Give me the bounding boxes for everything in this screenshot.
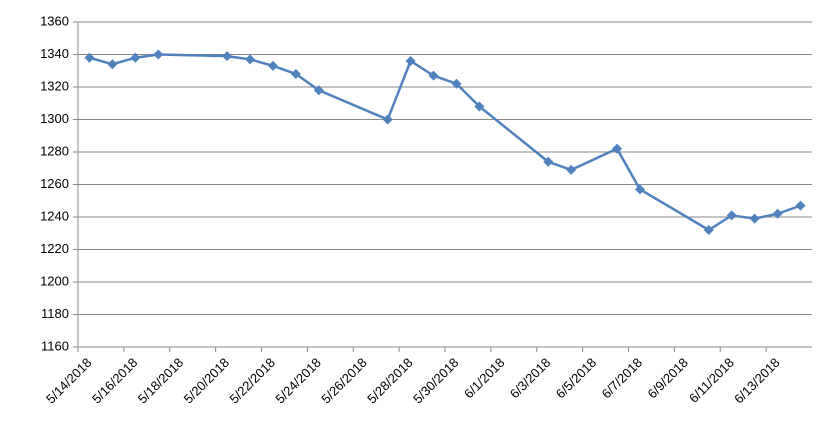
- x-tick-label: 5/20/2018: [181, 355, 233, 407]
- marker: [543, 156, 554, 167]
- marker: [772, 208, 783, 219]
- series-line: [89, 53, 801, 232]
- marker: [749, 213, 760, 224]
- y-tick-label: 1240: [40, 208, 69, 223]
- x-tick-label: 5/26/2018: [318, 355, 370, 407]
- y-tick-label: 1220: [40, 241, 69, 256]
- marker: [313, 85, 324, 96]
- y-tick-label: 1260: [40, 176, 69, 191]
- x-tick-label: 6/11/2018: [686, 355, 737, 406]
- x-tick-label: 6/1/2018: [461, 355, 507, 401]
- y-tick-label: 1280: [40, 143, 69, 158]
- marker: [222, 51, 233, 62]
- marker: [267, 60, 278, 71]
- x-tick-label: 5/18/2018: [135, 355, 187, 407]
- y-tick-label: 1320: [40, 78, 69, 93]
- marker: [245, 54, 256, 65]
- marker: [726, 210, 737, 221]
- marker: [451, 78, 462, 89]
- y-tick-label: 1180: [41, 306, 69, 321]
- marker: [405, 56, 416, 66]
- x-tick-label: 6/13/2018: [731, 355, 783, 407]
- marker: [290, 69, 301, 79]
- marker: [612, 143, 623, 154]
- marker: [634, 184, 645, 195]
- marker: [107, 59, 118, 70]
- x-tick-label: 6/3/2018: [507, 355, 553, 401]
- y-tick-label: 1360: [40, 13, 69, 28]
- x-tick-label: 5/28/2018: [364, 355, 416, 407]
- y-tick-label: 1340: [40, 46, 69, 61]
- marker: [153, 49, 164, 60]
- marker: [84, 52, 95, 63]
- x-tick-label: 6/5/2018: [553, 355, 599, 401]
- marker: [795, 200, 806, 211]
- marker: [703, 225, 714, 235]
- marker: [428, 70, 439, 81]
- x-tick-label: 5/30/2018: [410, 355, 462, 407]
- x-tick-label: 5/16/2018: [89, 355, 141, 407]
- y-tick-label: 1200: [40, 273, 69, 288]
- marker: [382, 114, 393, 125]
- marker: [566, 164, 577, 175]
- marker: [130, 52, 141, 63]
- y-tick-label: 1160: [41, 338, 69, 353]
- x-tick-label: 5/22/2018: [227, 355, 279, 407]
- x-tick-label: 6/7/2018: [599, 355, 645, 401]
- marker: [474, 101, 485, 112]
- x-tick-label: 5/14/2018: [43, 355, 95, 407]
- x-tick-label: 6/9/2018: [645, 355, 691, 401]
- x-tick-label: 5/24/2018: [272, 355, 324, 407]
- y-tick-label: 1300: [40, 111, 69, 126]
